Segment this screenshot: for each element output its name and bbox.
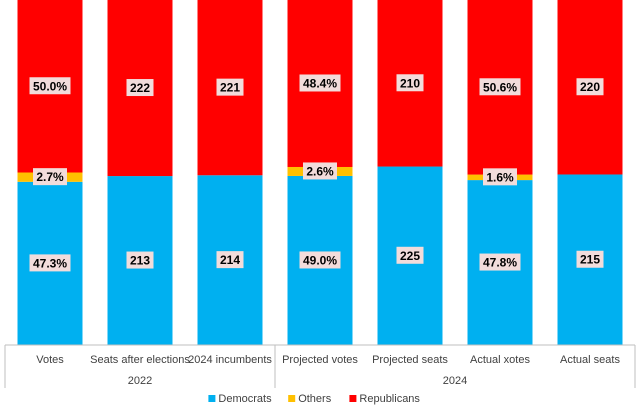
data-label-bg bbox=[483, 168, 517, 186]
data-label-bg bbox=[126, 79, 154, 97]
x-tick-label-projected-votes: Projected votes bbox=[282, 354, 358, 366]
data-label-bg bbox=[396, 246, 424, 264]
x-group-label-2024: 2024 bbox=[443, 375, 467, 387]
data-label-democrats-seats-after-elections: 213 bbox=[130, 254, 150, 268]
data-label-bg bbox=[576, 250, 604, 268]
data-label-bg bbox=[576, 78, 604, 96]
data-label-others-projected-votes: 2.6% bbox=[306, 164, 334, 178]
data-label-bg bbox=[216, 251, 244, 269]
data-label-bg bbox=[479, 78, 521, 96]
data-label-bg bbox=[303, 162, 337, 180]
x-tick-label-seats-after-elections: Seats after elections bbox=[90, 354, 190, 366]
legend-label-democrats: Democrats bbox=[218, 393, 272, 405]
legend-swatch-others bbox=[288, 395, 296, 402]
data-label-democrats-projected-votes: 49.0% bbox=[303, 253, 337, 267]
legend-swatch-republicans bbox=[349, 395, 357, 402]
data-label-republicans-actual-seats: 220 bbox=[580, 80, 600, 94]
legend-label-others: Others bbox=[298, 393, 332, 405]
data-label-republicans-projected-votes: 48.4% bbox=[303, 76, 337, 90]
data-label-bg bbox=[29, 77, 71, 95]
data-label-bg bbox=[396, 74, 424, 92]
data-label-bg bbox=[216, 78, 244, 96]
data-label-others-actual-xotes: 1.6% bbox=[486, 170, 514, 184]
data-label-republicans-2024-incumbents: 221 bbox=[220, 81, 240, 95]
data-label-republicans-seats-after-elections: 222 bbox=[130, 81, 150, 95]
data-label-bg bbox=[479, 253, 521, 271]
data-label-bg bbox=[126, 251, 154, 269]
x-tick-label-projected-seats: Projected seats bbox=[372, 354, 448, 366]
data-label-democrats-actual-seats: 215 bbox=[580, 253, 600, 267]
data-label-bg bbox=[299, 251, 341, 269]
x-tick-label-votes: Votes bbox=[36, 354, 64, 366]
data-label-republicans-votes: 50.0% bbox=[33, 79, 67, 93]
data-label-democrats-votes: 47.3% bbox=[33, 256, 67, 270]
x-tick-label-2024-incumbents: 2024 incumbents bbox=[188, 354, 272, 366]
legend-swatch-democrats bbox=[208, 395, 216, 402]
data-label-democrats-actual-xotes: 47.8% bbox=[483, 256, 517, 270]
x-group-label-2022: 2022 bbox=[128, 375, 152, 387]
data-label-republicans-actual-xotes: 50.6% bbox=[483, 80, 517, 94]
data-label-bg bbox=[299, 74, 341, 92]
legend-label-republicans: Republicans bbox=[359, 393, 420, 405]
data-label-democrats-projected-seats: 225 bbox=[400, 249, 420, 263]
x-tick-label-actual-seats: Actual seats bbox=[560, 354, 620, 366]
data-label-bg bbox=[33, 168, 67, 186]
data-label-others-votes: 2.7% bbox=[36, 170, 64, 184]
data-label-bg bbox=[29, 254, 71, 272]
data-label-democrats-2024-incumbents: 214 bbox=[220, 253, 240, 267]
data-label-republicans-projected-seats: 210 bbox=[400, 76, 420, 90]
x-tick-label-actual-xotes: Actual xotes bbox=[470, 354, 530, 366]
